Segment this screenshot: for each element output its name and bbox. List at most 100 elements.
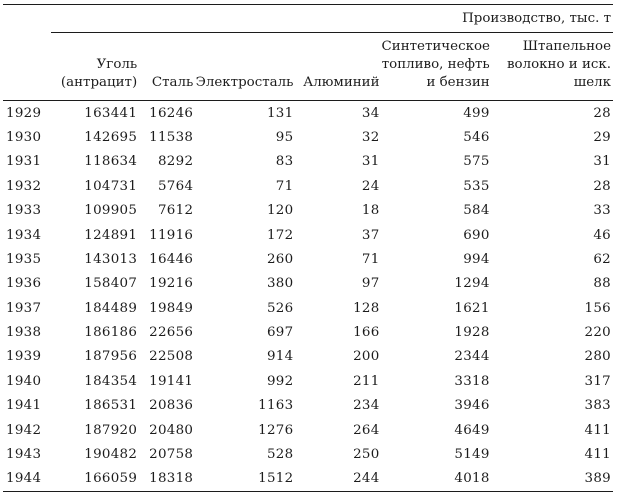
year-cell: 1932 [6,178,42,194]
value-cell: 143013 [84,251,138,267]
value-cell: 994 [463,251,490,267]
table-row: 1943 190482 20758 528 250 5149 411 [3,442,613,466]
value-cell: 499 [463,105,490,121]
value-cell: 4018 [454,471,490,487]
value-cell: 914 [266,349,294,365]
value-cell: 1621 [454,300,490,316]
value-cell: 19216 [149,276,194,292]
table-row: 1931 118634 8292 83 31 575 31 [3,150,613,174]
value-cell: 220 [584,325,611,341]
table-row: 1938 186186 22656 697 166 1928 220 [3,320,613,344]
value-cell: 1294 [454,276,490,292]
value-cell: 120 [266,203,294,219]
value-cell: 62 [593,251,611,267]
value-cell: 411 [584,447,611,463]
value-cell: 250 [353,447,380,463]
value-cell: 128 [353,300,380,316]
value-cell: 186186 [84,325,138,341]
value-cell: 584 [463,203,490,219]
value-cell: 389 [584,471,611,487]
value-cell: 158407 [84,276,138,292]
units-spanner-label: Производство, тыс. т [51,4,613,33]
value-cell: 1163 [258,398,294,414]
value-cell: 526 [266,300,294,316]
table-body: 1929 163441 16246 131 34 499 28 1930 142695 11538… [3,100,613,491]
value-cell: 24 [361,178,380,194]
spanner-row: Производство, тыс. т [3,4,613,33]
value-cell: 16446 [149,251,194,267]
value-cell: 380 [266,276,294,292]
table-row: 1941 186531 20836 1163 234 3946 383 [3,394,613,418]
value-cell: 184489 [84,300,138,316]
value-cell: 172 [266,227,294,243]
value-cell: 156 [584,300,611,316]
year-cell: 1935 [6,251,42,267]
value-cell: 29 [593,129,611,145]
value-cell: 992 [266,373,294,389]
column-header-staple-fiber: Штапельное волокно и иск. шелк [491,32,613,101]
value-cell: 18 [361,203,380,219]
value-cell: 187956 [84,349,138,365]
value-cell: 697 [266,325,294,341]
value-cell: 46 [593,227,611,243]
table-row: 1937 184489 19849 526 128 1621 156 [3,296,613,320]
value-cell: 244 [353,471,380,487]
column-header-electric-steel: Электросталь [195,32,296,101]
year-cell: 1941 [6,398,42,414]
value-cell: 383 [584,398,611,414]
value-cell: 19141 [149,373,194,389]
value-cell: 690 [463,227,490,243]
value-cell: 95 [275,129,294,145]
value-cell: 33 [593,203,611,219]
year-cell: 1944 [6,471,42,487]
value-cell: 11538 [149,129,194,145]
value-cell: 280 [584,349,611,365]
value-cell: 575 [463,154,490,170]
value-cell: 317 [584,373,611,389]
value-cell: 163441 [84,105,138,121]
column-header-steel: Сталь [139,32,196,101]
value-cell: 20758 [149,447,194,463]
value-cell: 186531 [84,398,138,414]
value-cell: 3318 [454,373,490,389]
value-cell: 118634 [84,154,138,170]
table-row: 1939 187956 22508 914 200 2344 280 [3,345,613,369]
year-cell: 1929 [6,105,42,121]
value-cell: 7612 [157,203,194,219]
year-cell: 1943 [6,447,42,463]
value-cell: 2344 [454,349,490,365]
value-cell: 264 [353,422,380,438]
table-row: 1929 163441 16246 131 34 499 28 [3,100,613,125]
value-cell: 5764 [157,178,194,194]
value-cell: 18318 [149,471,194,487]
table-header: Производство, тыс. т Уголь (антрацит) Ст… [3,4,613,101]
value-cell: 31 [361,154,380,170]
value-cell: 124891 [84,227,138,243]
table-row: 1932 104731 5764 71 24 535 28 [3,174,613,198]
year-cell: 1934 [6,227,42,243]
column-header-row: Уголь (антрацит) Сталь Электросталь Алюм… [3,32,613,101]
value-cell: 22656 [149,325,194,341]
value-cell: 22508 [149,349,194,365]
year-cell: 1933 [6,203,42,219]
value-cell: 142695 [84,129,138,145]
year-cell: 1931 [6,154,42,170]
column-header-coal: Уголь (антрацит) [51,32,140,101]
year-cell: 1936 [6,276,42,292]
value-cell: 190482 [84,447,138,463]
value-cell: 34 [361,105,380,121]
value-cell: 187920 [84,422,138,438]
value-cell: 32 [361,129,380,145]
year-cell: 1939 [6,349,42,365]
table-row: 1935 143013 16446 260 71 994 62 [3,247,613,271]
column-header-year [3,32,52,101]
table-row: 1942 187920 20480 1276 264 4649 411 [3,418,613,442]
value-cell: 28 [593,178,611,194]
value-cell: 4649 [454,422,490,438]
value-cell: 20480 [149,422,194,438]
table-row: 1936 158407 19216 380 97 1294 88 [3,272,613,296]
value-cell: 1512 [258,471,294,487]
value-cell: 260 [266,251,294,267]
value-cell: 31 [593,154,611,170]
value-cell: 535 [463,178,490,194]
